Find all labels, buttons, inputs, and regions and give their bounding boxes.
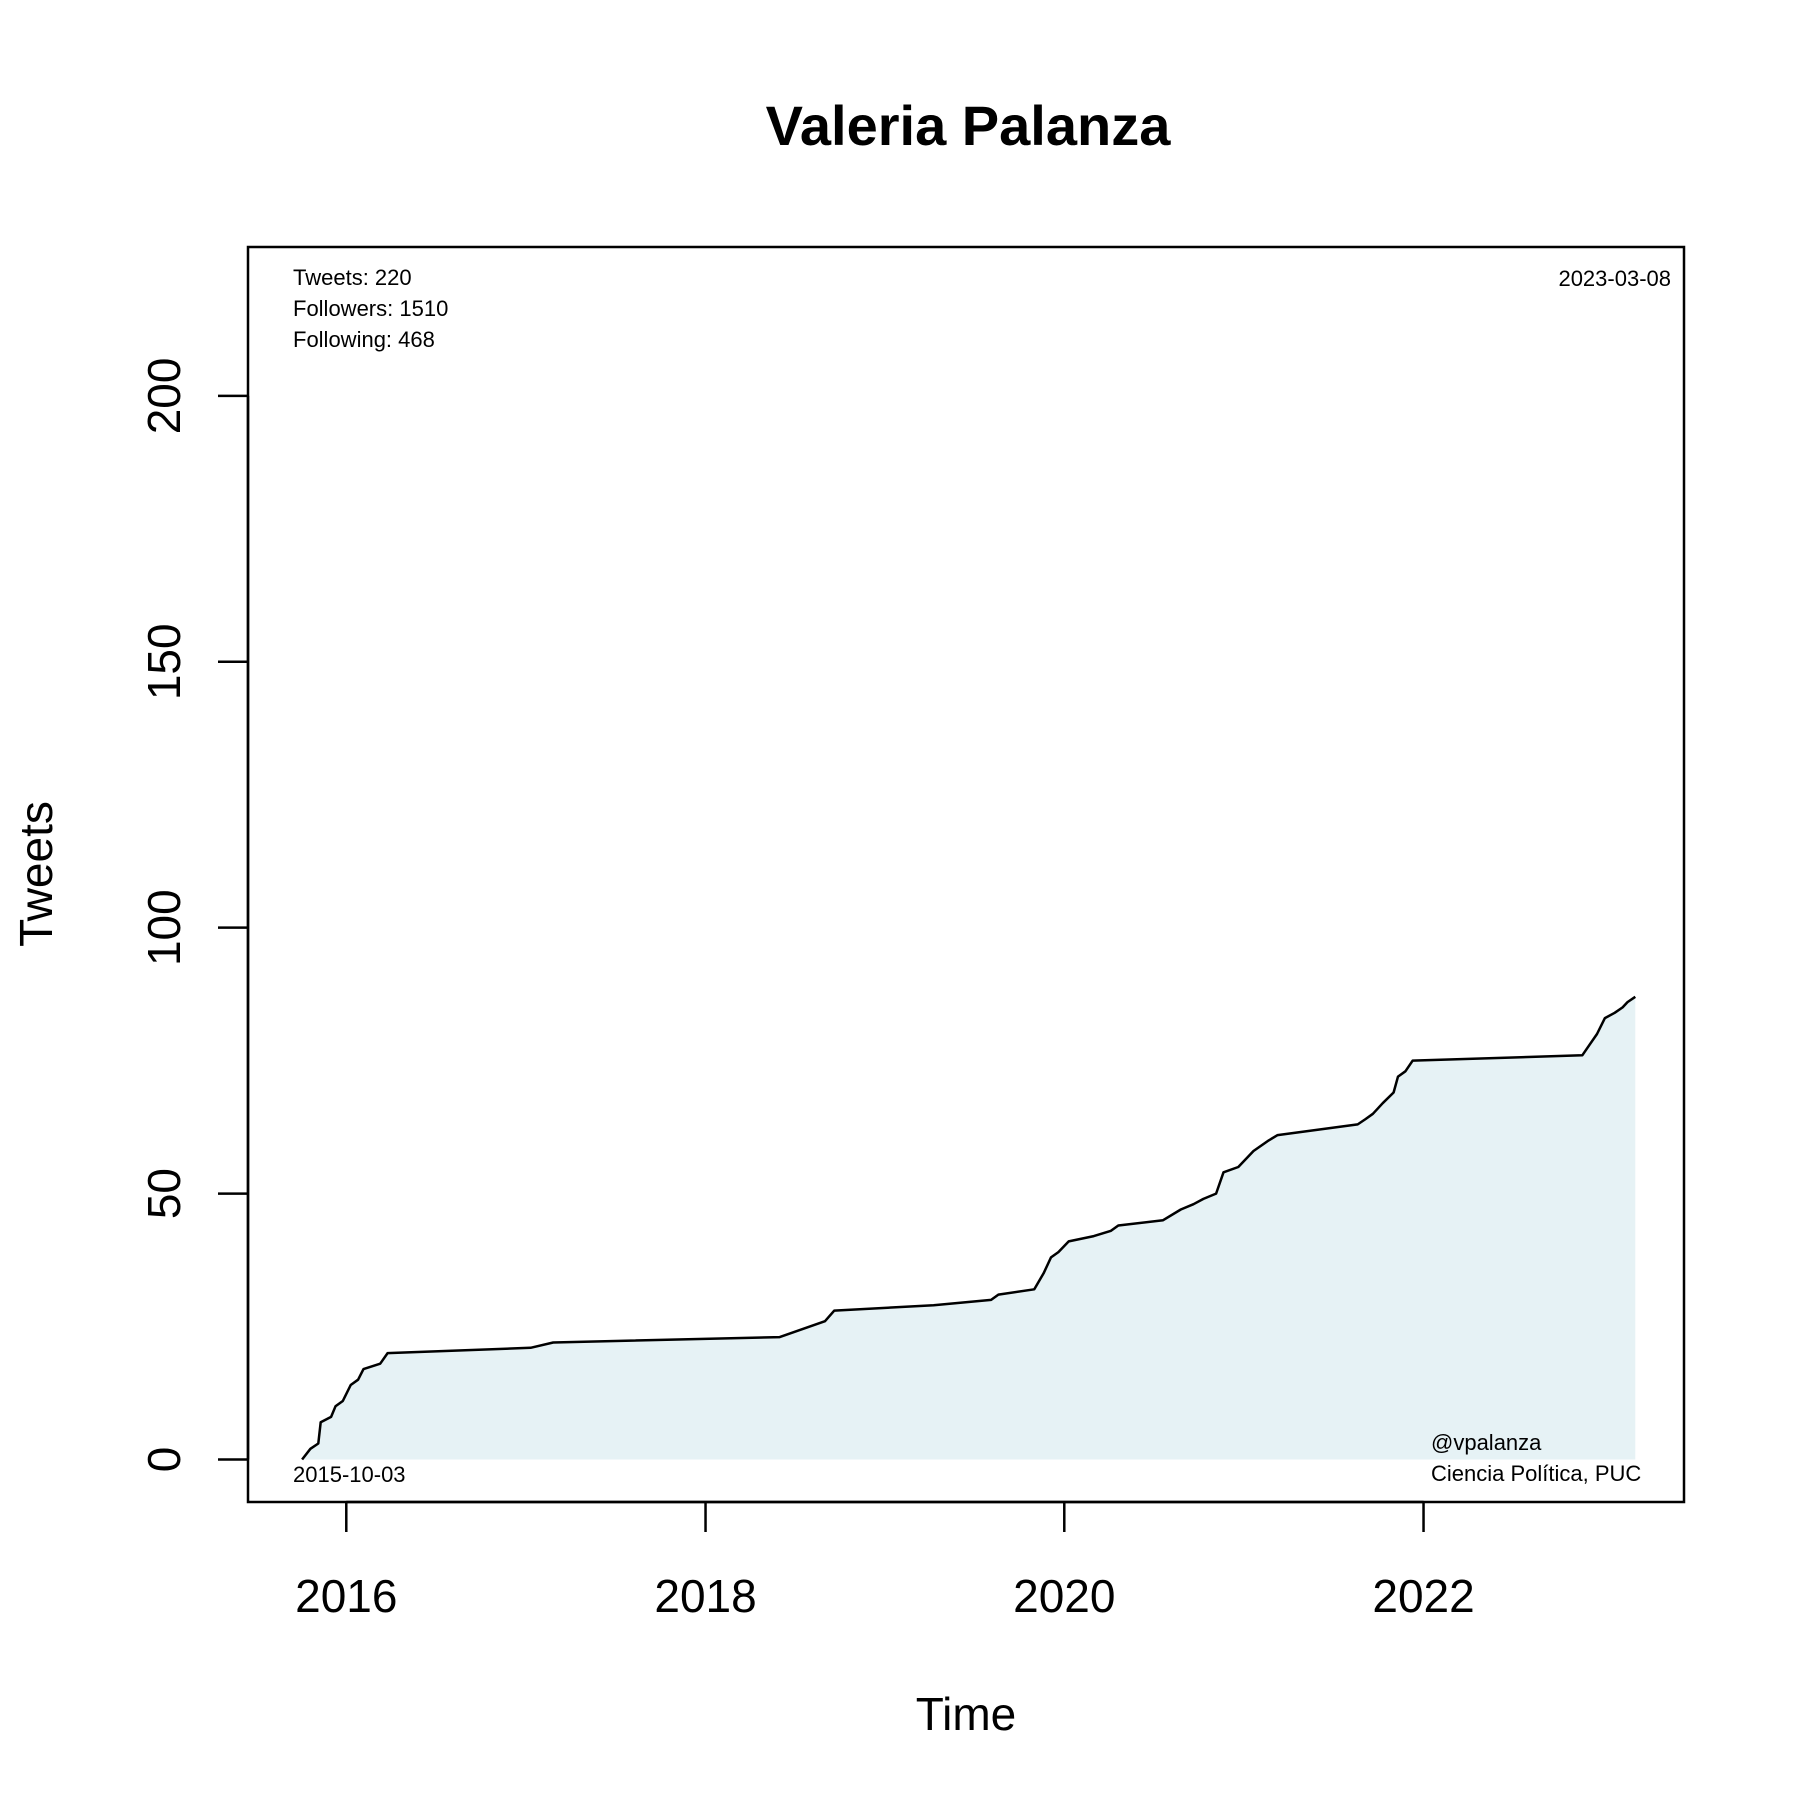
credit-affiliation: Ciencia Política, PUC: [1431, 1461, 1641, 1486]
y-tick-label-0: 0: [138, 1447, 190, 1473]
followers-count: Followers: 1510: [293, 296, 448, 321]
y-tick-label-200: 200: [138, 358, 190, 435]
tweets-count: Tweets: 220: [293, 265, 412, 290]
y-tick-label-50: 50: [138, 1168, 190, 1219]
end-date-label: 2023-03-08: [1558, 266, 1671, 291]
x-axis: 2016 2018 2020 2022: [295, 1500, 1475, 1622]
x-tick-label-2016: 2016: [295, 1570, 397, 1622]
y-axis: 0 50 100 150 200: [138, 358, 250, 1473]
y-axis-title: Tweets: [10, 801, 62, 947]
x-axis-title: Time: [916, 1688, 1017, 1740]
x-tick-label-2022: 2022: [1372, 1570, 1474, 1622]
series-line-0: [301, 995, 1637, 1461]
chart-title: Valeria Palanza: [766, 94, 1172, 157]
following-count: Following: 468: [293, 327, 435, 352]
series-area-0: [302, 996, 1636, 1460]
x-tick-label-2020: 2020: [1013, 1570, 1115, 1622]
x-tick-label-2018: 2018: [654, 1570, 756, 1622]
y-tick-label-100: 100: [138, 889, 190, 966]
credit-handle: @vpalanza: [1431, 1430, 1542, 1455]
start-date-label: 2015-10-03: [293, 1462, 406, 1487]
area-layer: [301, 995, 1637, 1461]
y-tick-label-150: 150: [138, 623, 190, 700]
